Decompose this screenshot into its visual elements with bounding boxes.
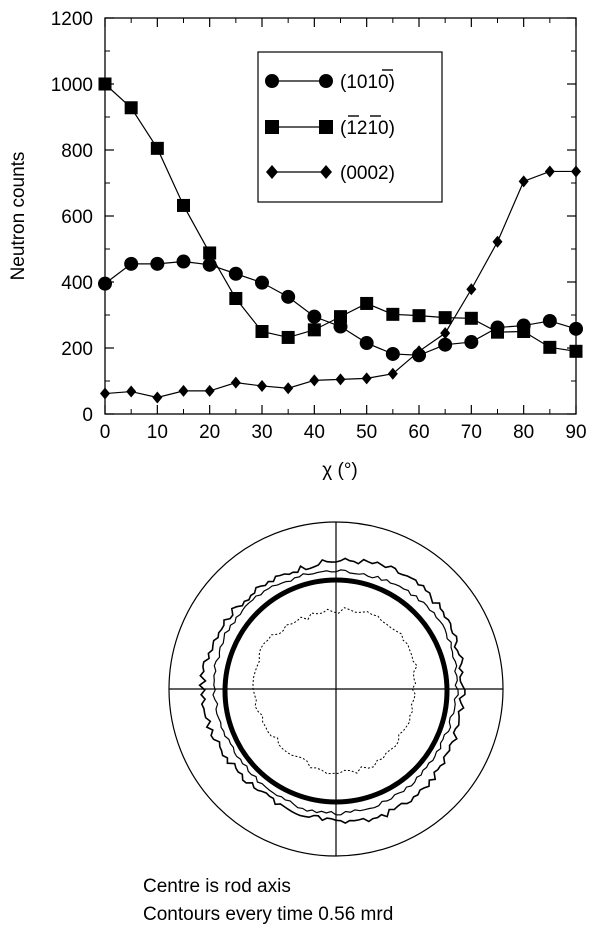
- data-point-diamond: [387, 367, 398, 380]
- y-axis-title: Neutron counts: [8, 152, 29, 281]
- data-point-square: [412, 309, 426, 323]
- legend-label-3: (0002): [340, 163, 395, 184]
- y-tick-label: 1000: [51, 75, 93, 96]
- y-tick-label: 200: [61, 339, 93, 360]
- y-tick-label: 400: [61, 273, 93, 294]
- data-point-diamond: [571, 165, 581, 178]
- data-point-diamond: [492, 235, 503, 248]
- data-point-circle: [202, 257, 217, 272]
- data-point-diamond: [440, 327, 451, 340]
- data-point-circle: [124, 256, 139, 271]
- data-point-square: [203, 246, 217, 260]
- legend-entry-2: (1210): [265, 115, 395, 139]
- y-tick-label: 600: [61, 207, 93, 228]
- neutron-counts-chart: 0 10 20 30 40 50 60 70 80 90 0 200 400 600 800 1000 1200…: [8, 9, 587, 481]
- data-point-diamond: [283, 382, 294, 395]
- caption-line-2: Contours every time 0.56 mrd: [143, 904, 394, 925]
- legend-circle-marker: [265, 74, 279, 88]
- data-point-square: [491, 325, 504, 339]
- data-point-diamond: [257, 379, 267, 392]
- x-tick-label: 10: [147, 422, 168, 443]
- data-point-square: [307, 323, 321, 337]
- data-point-diamond: [204, 384, 215, 397]
- data-point-diamond: [309, 374, 320, 387]
- data-point-circle: [98, 276, 112, 291]
- data-point-circle: [359, 336, 374, 351]
- axis-ticks: 0 10 20 30 40 50 60 70 80 90 0 200 400 600 800 1000 1200: [51, 9, 587, 443]
- data-point-square: [464, 311, 478, 325]
- legend-entry-1: (1010): [265, 69, 395, 93]
- data-point-square: [386, 307, 400, 321]
- data-point-square: [229, 292, 243, 305]
- data-point-square: [98, 77, 112, 91]
- data-point-circle: [228, 266, 243, 281]
- data-point-diamond: [544, 165, 555, 178]
- y-tick-label: 1200: [51, 9, 93, 30]
- data-point-square: [569, 344, 583, 358]
- data-point-square: [543, 340, 557, 354]
- data-point-diamond: [518, 175, 529, 188]
- data-point-circle: [464, 335, 479, 350]
- contour-dotted: [252, 607, 418, 775]
- series-layer: [98, 77, 583, 404]
- data-point-diamond: [335, 373, 346, 386]
- series-line-3: [104, 170, 576, 399]
- data-point-circle: [307, 309, 322, 324]
- data-point-square: [334, 310, 347, 324]
- data-point-circle: [542, 313, 557, 328]
- x-tick-label: 30: [251, 422, 272, 443]
- x-tick-label: 60: [408, 422, 429, 443]
- legend: (1010) (1210) (0002): [257, 51, 443, 203]
- data-point-circle: [385, 346, 400, 361]
- data-point-diamond: [178, 384, 189, 397]
- data-point-square: [255, 325, 269, 338]
- x-tick-label: 70: [461, 422, 482, 443]
- pole-figure: [168, 521, 504, 857]
- data-point-diamond: [230, 376, 241, 389]
- data-point-diamond: [414, 345, 424, 358]
- x-tick-label: 0: [100, 422, 111, 443]
- data-point-circle: [569, 321, 583, 336]
- x-tick-label: 40: [304, 422, 325, 443]
- contour-inner: [212, 569, 459, 816]
- legend-square-marker: [265, 120, 279, 134]
- legend-diamond-marker: [266, 165, 278, 179]
- data-point-diamond: [466, 283, 477, 296]
- legend-circle-marker: [319, 74, 333, 88]
- legend-label-2: (1210): [340, 118, 395, 139]
- legend-label-1: (1010): [340, 72, 395, 93]
- data-point-circle: [281, 289, 296, 304]
- series-line-1: [104, 260, 577, 356]
- data-point-circle: [176, 254, 191, 269]
- data-point-diamond: [100, 387, 110, 400]
- legend-entry-3: (0002): [266, 163, 395, 184]
- data-point-circle: [150, 256, 165, 271]
- y-tick-label: 0: [82, 405, 93, 426]
- caption-line-1: Centre is rod axis: [143, 876, 291, 897]
- x-axis-title: χ (°): [322, 460, 358, 481]
- data-point-diamond: [152, 391, 163, 404]
- legend-square-marker: [319, 120, 333, 134]
- data-point-square: [438, 311, 452, 325]
- data-point-square: [517, 325, 531, 338]
- data-point-square: [177, 198, 190, 212]
- x-tick-label: 20: [199, 422, 220, 443]
- data-point-circle: [255, 275, 269, 290]
- data-point-square: [150, 141, 164, 155]
- data-point-square: [124, 101, 138, 115]
- data-point-diamond: [361, 372, 372, 385]
- contour-thick: [222, 577, 450, 805]
- data-point-square: [281, 330, 295, 344]
- data-point-diamond: [126, 385, 137, 398]
- x-tick-label: 50: [356, 422, 377, 443]
- y-tick-label: 800: [61, 141, 93, 162]
- x-tick-label: 90: [565, 422, 586, 443]
- contour-outer: [198, 557, 466, 825]
- legend-diamond-marker: [320, 165, 332, 179]
- x-tick-label: 80: [513, 422, 534, 443]
- data-point-circle: [438, 337, 453, 352]
- data-point-square: [360, 296, 374, 310]
